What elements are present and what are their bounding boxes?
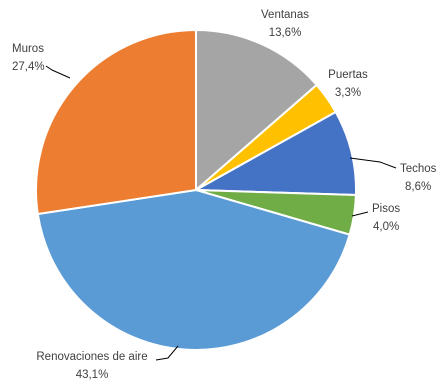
- slice-label-percent-puertas: 3,3%: [335, 87, 361, 99]
- slice-muros: [35, 28, 197, 216]
- slice-label-name-renovaciones-de-aire: Renovaciones de aire: [36, 351, 147, 363]
- labels-layer: Ventanas 13,6% Puertas 3,3% Techos 8,6% Pisos 4…: [12, 9, 437, 381]
- slice-label-percent-pisos: 4,0%: [373, 221, 399, 233]
- leader-line-pisos: [351, 211, 369, 217]
- slice-renovaciones-de-aire: [36, 188, 351, 351]
- leader-line-muros: [45, 65, 71, 79]
- slice-techos: [192, 110, 357, 197]
- slice-label-percent-techos: 8,6%: [405, 181, 431, 193]
- slice-label-name-techos: Techos: [400, 163, 437, 175]
- leader-line-renovaciones-de-aire: [155, 345, 179, 361]
- leader-lines-layer: [45, 65, 397, 361]
- slice-label-percent-ventanas: 13,6%: [269, 27, 302, 39]
- slice-label-name-puertas: Puertas: [328, 69, 368, 81]
- slices-layer: [35, 28, 357, 351]
- slice-label-name-muros: Muros: [12, 43, 44, 55]
- slice-label-percent-renovaciones-de-aire: 43,1%: [76, 369, 109, 381]
- slice-ventanas: [195, 28, 319, 193]
- slice-label-name-pisos: Pisos: [372, 203, 400, 215]
- leader-line-techos: [349, 157, 397, 169]
- slice-label-name-ventanas: Ventanas: [261, 9, 309, 21]
- slice-label-percent-muros: 27,4%: [12, 61, 45, 73]
